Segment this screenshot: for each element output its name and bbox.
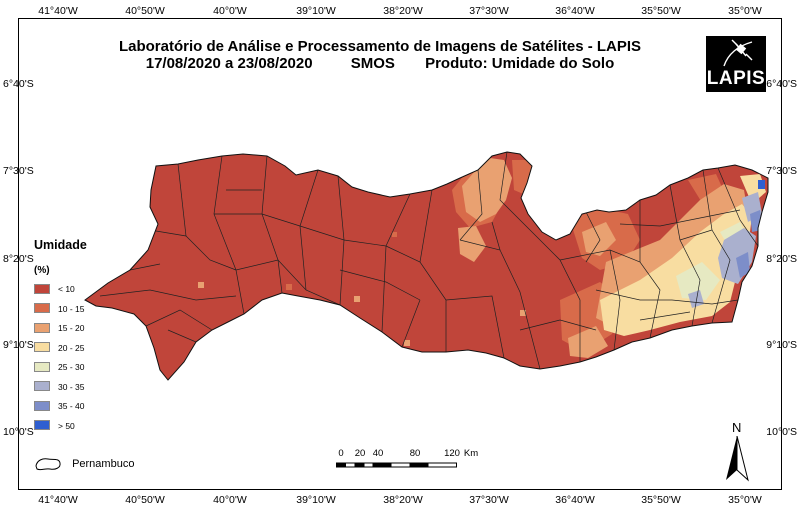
lon-tick-bottom: 40°50'W bbox=[125, 494, 165, 506]
logo-text: LAPIS bbox=[706, 68, 766, 89]
north-arrow-icon bbox=[726, 436, 749, 482]
legend-label: 30 - 35 bbox=[58, 381, 85, 392]
legend-swatch bbox=[34, 322, 50, 333]
north-label: N bbox=[732, 420, 742, 435]
legend-title: Umidade bbox=[34, 238, 87, 252]
lon-tick-bottom: 41°40'W bbox=[38, 494, 78, 506]
legend-label: 10 - 15 bbox=[58, 303, 85, 314]
period-label: 17/08/2020 a 23/08/2020 bbox=[145, 55, 313, 72]
legend-unit: (%) bbox=[34, 265, 50, 276]
lon-tick-top: 40°0'W bbox=[213, 5, 247, 17]
legend-swatch bbox=[34, 283, 50, 294]
lon-tick-top: 35°50'W bbox=[641, 5, 681, 17]
legend-label: 15 - 20 bbox=[58, 322, 85, 333]
legend-item: 25 - 30 bbox=[34, 361, 85, 372]
legend-label: 25 - 30 bbox=[58, 361, 85, 372]
lon-tick-top: 40°50'W bbox=[125, 5, 165, 17]
lon-tick-bottom: 35°50'W bbox=[641, 494, 681, 506]
lon-tick-bottom: 35°0'W bbox=[728, 494, 762, 506]
legend-item: 10 - 15 bbox=[34, 303, 85, 314]
map-subtitle: 17/08/2020 a 23/08/2020 SMOS Produto: Um… bbox=[0, 55, 760, 72]
lon-tick-bottom: 38°20'W bbox=[383, 494, 423, 506]
scale-label: 40 bbox=[372, 448, 384, 459]
state-outline-icon bbox=[35, 458, 61, 471]
scale-label: 20 bbox=[354, 448, 366, 459]
legend-swatch bbox=[34, 342, 50, 353]
lon-tick-top: 37°30'W bbox=[469, 5, 509, 17]
legend-swatch bbox=[34, 420, 50, 431]
scale-label: 80 bbox=[409, 448, 421, 459]
legend-label: 20 - 25 bbox=[58, 342, 85, 353]
lon-tick-bottom: 39°10'W bbox=[296, 494, 336, 506]
lon-tick-top: 35°0'W bbox=[728, 5, 762, 17]
map-border bbox=[18, 18, 782, 490]
legend-swatch bbox=[34, 381, 50, 392]
product-label: Produto: Umidade do Solo bbox=[425, 55, 615, 72]
lon-tick-bottom: 40°0'W bbox=[213, 494, 247, 506]
legend-label: 35 - 40 bbox=[58, 400, 85, 411]
legend-item: 30 - 35 bbox=[34, 381, 85, 392]
legend-swatch bbox=[34, 361, 50, 372]
scale-bar-graphic bbox=[336, 462, 457, 468]
boundary-legend: Pernambuco bbox=[33, 454, 134, 474]
legend-item: 35 - 40 bbox=[34, 400, 85, 411]
legend-item: < 10 bbox=[34, 283, 75, 294]
legend-item: 15 - 20 bbox=[34, 322, 85, 333]
sensor-label: SMOS bbox=[350, 55, 395, 72]
lon-tick-top: 36°40'W bbox=[555, 5, 595, 17]
map-title: Laboratório de Análise e Processamento d… bbox=[118, 38, 642, 55]
lon-tick-bottom: 37°30'W bbox=[469, 494, 509, 506]
scale-label: 0 bbox=[338, 448, 344, 459]
legend-item: > 50 bbox=[34, 420, 75, 431]
legend-label: < 10 bbox=[58, 283, 75, 294]
scale-label: 120 bbox=[444, 448, 460, 459]
legend-swatch bbox=[34, 303, 50, 314]
lon-tick-bottom: 36°40'W bbox=[555, 494, 595, 506]
legend-label: > 50 bbox=[58, 420, 75, 431]
lon-tick-top: 41°40'W bbox=[38, 5, 78, 17]
lapis-logo: LAPIS bbox=[706, 36, 766, 92]
lon-tick-top: 38°20'W bbox=[383, 5, 423, 17]
lon-tick-top: 39°10'W bbox=[296, 5, 336, 17]
legend-item: 20 - 25 bbox=[34, 342, 85, 353]
legend-swatch bbox=[34, 400, 50, 411]
boundary-legend-label: Pernambuco bbox=[72, 457, 135, 470]
scale-unit: Km bbox=[463, 448, 479, 459]
satellite-icon bbox=[723, 39, 753, 67]
